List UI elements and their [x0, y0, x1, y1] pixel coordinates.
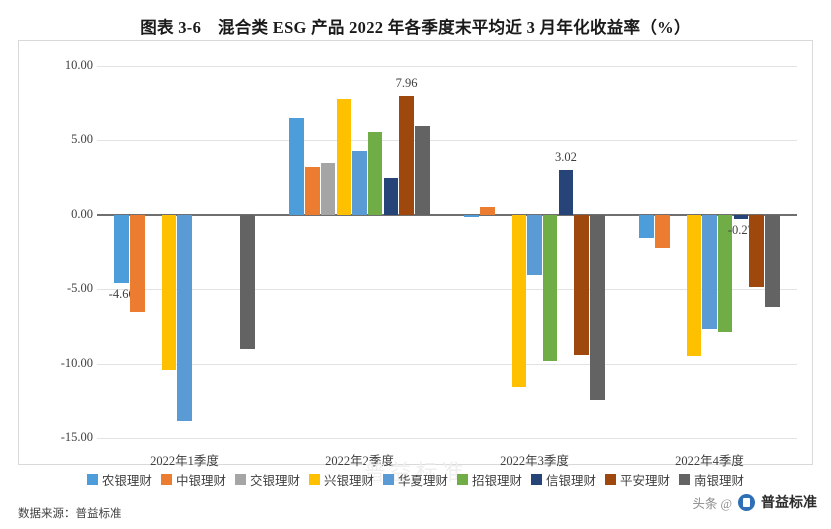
brand-mark: 头条 @ 普益标准 — [692, 492, 817, 512]
gridline — [97, 66, 797, 67]
bar-value-label: -0.27 — [727, 222, 754, 237]
brand-logo-icon — [738, 493, 755, 511]
legend-swatch-icon — [679, 474, 691, 485]
chart-legend: 农银理财 中银理财 交银理财 兴银理财 华夏理财 招银理财 信银理财 平安理财 南银理财 — [18, 470, 813, 489]
chart-bar — [320, 162, 336, 215]
legend-swatch-icon — [234, 474, 246, 485]
chart-bar — [415, 126, 430, 215]
legend-swatch-icon — [160, 474, 172, 485]
gridline — [97, 363, 797, 365]
legend-label: 华夏理财 — [397, 474, 448, 488]
source-note: 数据来源：普益标准 — [18, 508, 122, 520]
legend-item[interactable]: 平安理财 — [605, 470, 670, 489]
chart-bar — [305, 167, 320, 215]
y-axis-tick-label: 5.00 — [71, 132, 93, 147]
x-axis-category-label: 2022年2季度 — [325, 454, 394, 468]
legend-label: 兴银理财 — [323, 474, 374, 488]
chart-bar — [464, 214, 479, 218]
axis-zero-line — [97, 214, 797, 216]
legend-swatch-icon — [308, 474, 320, 485]
x-axis-category-label: 2022年1季度 — [150, 454, 219, 468]
legend-label: 南银理财 — [694, 474, 745, 488]
chart-bar — [399, 96, 414, 215]
chart-bar — [733, 214, 749, 219]
chart-bar — [590, 214, 605, 401]
chart-bar — [177, 214, 192, 421]
bar-value-label: 7.96 — [395, 76, 418, 91]
legend-item[interactable]: 南银理财 — [679, 470, 744, 489]
x-axis-category-label: 2022年3季度 — [500, 454, 569, 468]
legend-label: 交银理财 — [249, 474, 300, 488]
chart-bar — [289, 118, 304, 215]
legend-label: 平安理财 — [620, 474, 671, 488]
legend-label: 中银理财 — [175, 474, 226, 488]
y-axis-tick-label: 10.00 — [64, 58, 93, 72]
legend-swatch-icon — [382, 474, 394, 485]
chart-bar — [702, 214, 717, 329]
legend-item[interactable]: 信银理财 — [531, 470, 596, 489]
chart-bar — [527, 214, 542, 276]
legend-item[interactable]: 农银理财 — [86, 470, 152, 489]
chart-bar — [480, 206, 495, 215]
legend-item[interactable]: 中银理财 — [160, 470, 226, 489]
chart-bar — [336, 98, 352, 215]
chart-bar — [717, 214, 733, 333]
gridline — [97, 438, 797, 439]
legend-label: 信银理财 — [546, 474, 597, 488]
legend-swatch-icon — [605, 474, 617, 485]
chart-bar — [511, 214, 527, 388]
chart-bar — [367, 132, 383, 215]
y-axis-tick-label: -10.00 — [60, 355, 93, 370]
chart-bar — [130, 214, 145, 313]
legend-label: 招银理财 — [472, 474, 523, 488]
legend-swatch-icon — [531, 474, 543, 485]
chart-bar — [765, 214, 780, 308]
legend-item[interactable]: 招银理财 — [457, 470, 522, 489]
plot-area: 10.00 5.00 0.00 -5.00 -10.00 -15.00 -4.60 2022年… — [61, 58, 797, 468]
bar-value-label: 3.02 — [554, 149, 577, 164]
chart-bar — [655, 214, 670, 248]
page-title: 图表 3-6 混合类 ESG 产品 2022 年各季度末平均近 3 月年化收益率… — [140, 18, 691, 37]
gridline — [97, 140, 797, 142]
y-axis-tick-label: -15.00 — [60, 430, 93, 444]
chart-bar — [749, 214, 764, 287]
legend-label: 农银理财 — [101, 474, 152, 488]
chart-bar — [542, 214, 558, 362]
legend-item[interactable]: 交银理财 — [234, 470, 300, 489]
gridline — [97, 289, 797, 291]
chart-bar — [161, 214, 177, 370]
legend-swatch-icon — [86, 474, 98, 485]
chart-bar — [574, 214, 589, 355]
chart-bar — [352, 150, 367, 215]
y-axis-tick-label: -5.00 — [66, 281, 93, 296]
toutiao-label: 头条 @ — [692, 496, 732, 511]
legend-item[interactable]: 兴银理财 — [308, 470, 374, 489]
chart-container: 10.00 5.00 0.00 -5.00 -10.00 -15.00 -4.60 2022年… — [18, 40, 813, 468]
legend-swatch-icon — [457, 474, 468, 485]
legend-item[interactable]: 华夏理财 — [382, 470, 448, 489]
y-axis-tick-label: 0.00 — [71, 206, 93, 221]
chart-bar — [383, 178, 399, 215]
chart-bar — [639, 214, 654, 238]
chart-bar — [240, 214, 255, 350]
chart-bar — [686, 214, 702, 357]
chart-bar — [114, 214, 129, 284]
chart-bar — [558, 169, 574, 215]
bar-value-label: -4.60 — [108, 287, 135, 302]
x-axis-category-label: 2022年4季度 — [675, 454, 744, 468]
brand-name: 普益标准 — [761, 496, 817, 511]
